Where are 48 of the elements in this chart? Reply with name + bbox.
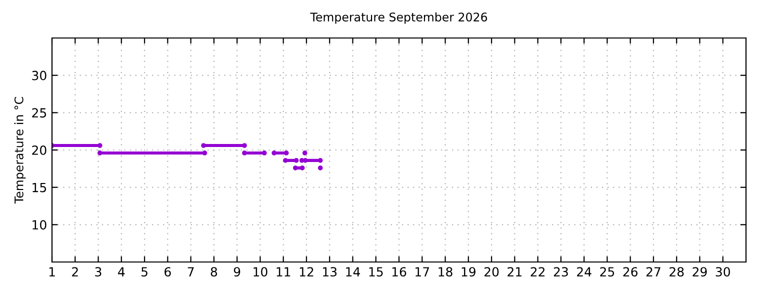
point <box>282 158 288 163</box>
point <box>299 158 304 163</box>
x-tick-label: 21 <box>508 267 522 276</box>
x-tick-label: 22 <box>530 267 544 276</box>
x-tick-label: 4 <box>118 267 125 276</box>
x-tick-label: 24 <box>577 267 592 276</box>
x-tick-label: 14 <box>346 267 360 276</box>
x-tick-label: 3 <box>95 267 102 277</box>
x-tick-label: 17 <box>416 267 430 276</box>
x-tick-label: 29 <box>692 267 707 277</box>
x-tick-label: 25 <box>600 267 614 277</box>
x-tick-label: 13 <box>323 267 337 277</box>
x-tick-label: 2 <box>72 267 78 276</box>
point <box>242 150 247 156</box>
point <box>318 165 323 170</box>
y-tick-label: 15 <box>32 182 46 192</box>
x-tick-label: 27 <box>646 267 660 276</box>
point <box>292 165 298 170</box>
point <box>202 150 208 156</box>
x-tick-label: 12 <box>300 267 314 276</box>
x-tick-label: 5 <box>142 267 148 277</box>
x-tick-label: 1 <box>49 267 55 276</box>
point <box>302 150 308 156</box>
point <box>242 143 247 148</box>
x-tick-label: 9 <box>234 267 240 277</box>
y-tick-label: 10 <box>32 220 46 230</box>
x-tick-label: 8 <box>210 267 218 277</box>
x-tick-label: 26 <box>623 267 638 277</box>
x-tick-label: 19 <box>462 267 476 277</box>
x-tick-label: 23 <box>554 267 568 277</box>
point <box>201 143 206 148</box>
x-tick-label: 28 <box>670 267 684 277</box>
y-tick-label: 25 <box>32 108 46 118</box>
x-tick-label: 7 <box>188 267 194 276</box>
y-tick-label: 30 <box>32 70 46 80</box>
y-tick-label: 20 <box>32 145 46 155</box>
x-tick-label: 16 <box>392 267 406 277</box>
chart-title: Temperature September 2026 <box>310 12 488 24</box>
x-tick-label: 10 <box>254 267 268 277</box>
y-axis-title: Temperature in °C <box>14 97 26 204</box>
point <box>97 150 102 156</box>
x-tick-label: 30 <box>716 267 730 277</box>
x-tick-label: 11 <box>276 267 290 276</box>
x-tick-label: 20 <box>484 267 499 277</box>
x-tick-label: 15 <box>369 267 383 277</box>
x-tick-label: 6 <box>164 267 171 277</box>
point <box>294 158 299 163</box>
x-tick-label: 18 <box>438 267 452 277</box>
